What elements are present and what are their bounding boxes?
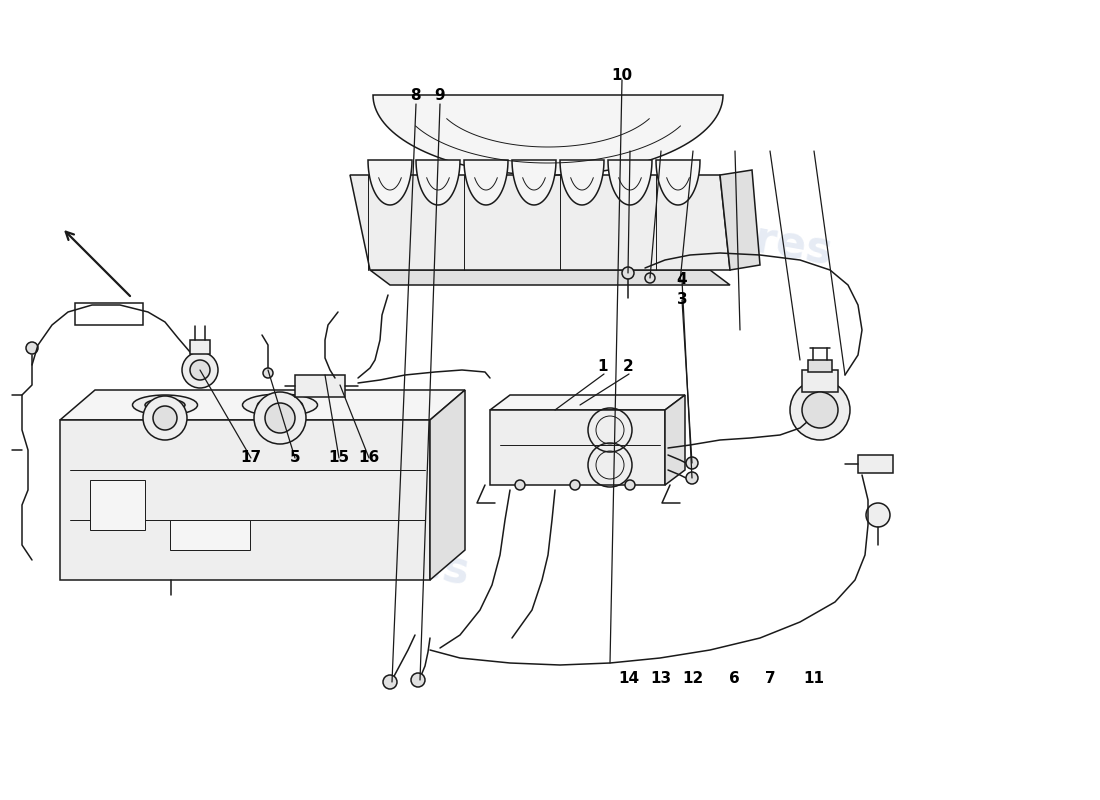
Circle shape (621, 267, 634, 279)
Text: 6: 6 (729, 671, 740, 686)
Circle shape (254, 392, 306, 444)
Text: 8: 8 (410, 89, 421, 103)
Circle shape (570, 480, 580, 490)
Circle shape (26, 342, 39, 354)
Polygon shape (666, 395, 685, 485)
Ellipse shape (242, 394, 318, 416)
Text: 3: 3 (676, 293, 688, 307)
Ellipse shape (257, 398, 303, 412)
Polygon shape (464, 160, 508, 205)
Circle shape (625, 480, 635, 490)
Text: 4: 4 (676, 273, 688, 287)
Polygon shape (490, 395, 685, 410)
Polygon shape (368, 160, 412, 205)
Text: 16: 16 (358, 450, 379, 465)
FancyBboxPatch shape (295, 375, 345, 397)
Polygon shape (490, 410, 666, 485)
Polygon shape (373, 95, 723, 175)
Polygon shape (656, 160, 700, 205)
Polygon shape (60, 420, 430, 580)
Polygon shape (60, 390, 465, 420)
FancyBboxPatch shape (170, 520, 250, 550)
Circle shape (411, 673, 425, 687)
Polygon shape (350, 175, 730, 270)
Text: eurospares: eurospares (188, 502, 472, 594)
Circle shape (686, 472, 698, 484)
Polygon shape (608, 160, 652, 205)
Polygon shape (370, 270, 730, 285)
Text: 1: 1 (597, 359, 608, 374)
Circle shape (263, 368, 273, 378)
Circle shape (515, 480, 525, 490)
Circle shape (153, 406, 177, 430)
Circle shape (190, 360, 210, 380)
Polygon shape (512, 160, 556, 205)
FancyBboxPatch shape (858, 455, 893, 473)
Text: 15: 15 (328, 450, 350, 465)
Text: 2: 2 (623, 359, 634, 374)
Text: 10: 10 (610, 69, 632, 83)
Text: eurospares: eurospares (551, 182, 835, 274)
Circle shape (802, 392, 838, 428)
Circle shape (686, 457, 698, 469)
Circle shape (866, 503, 890, 527)
Circle shape (383, 675, 397, 689)
Circle shape (790, 380, 850, 440)
Text: 17: 17 (240, 450, 262, 465)
Circle shape (182, 352, 218, 388)
Text: 14: 14 (618, 671, 640, 686)
Text: 7: 7 (764, 671, 776, 686)
FancyBboxPatch shape (190, 340, 210, 354)
Polygon shape (430, 390, 465, 580)
FancyBboxPatch shape (802, 370, 838, 392)
Polygon shape (720, 170, 760, 270)
FancyBboxPatch shape (90, 480, 145, 530)
Circle shape (645, 273, 654, 283)
Circle shape (143, 396, 187, 440)
Text: 9: 9 (434, 89, 446, 103)
Text: 13: 13 (650, 671, 672, 686)
Circle shape (265, 403, 295, 433)
Ellipse shape (132, 395, 198, 415)
Polygon shape (416, 160, 460, 205)
Text: 11: 11 (803, 671, 825, 686)
Ellipse shape (145, 399, 185, 411)
Polygon shape (560, 160, 604, 205)
Text: 12: 12 (682, 671, 704, 686)
FancyBboxPatch shape (808, 360, 832, 372)
Text: 5: 5 (289, 450, 300, 465)
